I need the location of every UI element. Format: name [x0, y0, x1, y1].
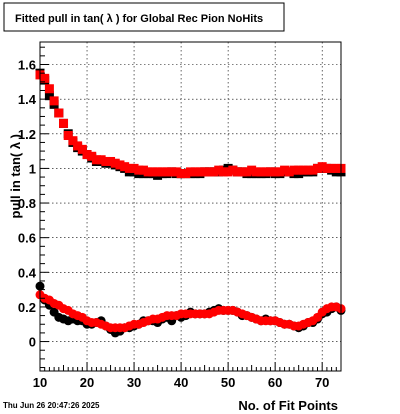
data-point	[228, 165, 238, 175]
data-point	[87, 151, 97, 161]
data-point	[129, 163, 139, 173]
data-point	[294, 165, 304, 175]
data-point	[40, 73, 50, 83]
y-tick-label: 1.2	[18, 127, 36, 142]
data-point	[143, 167, 153, 177]
data-point	[59, 118, 69, 128]
y-tick-label: 0.8	[18, 196, 36, 211]
data-point	[204, 167, 214, 177]
data-point	[186, 167, 195, 177]
chart-title: Fitted pull in tan( λ ) for Global Rec P…	[15, 13, 263, 25]
data-point	[223, 167, 233, 177]
data-point	[101, 156, 111, 166]
data-point	[237, 167, 247, 177]
data-point	[284, 167, 294, 177]
y-tick-label: 0.4	[18, 265, 37, 280]
data-point	[233, 167, 243, 177]
data-point	[256, 167, 266, 177]
y-axis-title: pull in tan( λ )	[8, 134, 23, 219]
data-point	[298, 165, 308, 175]
data-point	[106, 156, 116, 166]
data-point	[124, 163, 134, 173]
y-tick-label: 1	[29, 161, 36, 176]
data-point	[44, 84, 54, 94]
series-3	[35, 290, 346, 333]
y-tick-label: 1.4	[18, 92, 37, 107]
data-point	[63, 131, 73, 141]
y-tick-label: 0	[29, 335, 36, 350]
data-point	[110, 158, 120, 168]
data-point	[153, 167, 163, 177]
x-tick-label: 50	[221, 375, 235, 390]
data-point	[181, 169, 191, 179]
data-point	[167, 167, 177, 177]
x-tick-label: 10	[33, 375, 47, 390]
data-point	[322, 163, 332, 173]
x-tick-label: 20	[80, 375, 94, 390]
axis-ticks: 10 20 30 40 50 60 70 0 0.2 0.4 0.6 0.8 1 1.2 1.4 1.6	[18, 46, 342, 390]
data-point	[77, 144, 87, 154]
data-point	[214, 165, 224, 175]
data-point	[200, 167, 210, 177]
data-point	[317, 162, 327, 172]
x-tick-label: 30	[127, 375, 141, 390]
data-point	[176, 169, 186, 179]
x-tick-label: 70	[315, 375, 329, 390]
y-tick-label: 0.6	[18, 231, 36, 246]
data-point	[82, 150, 92, 160]
date-stamp: Thu Jun 26 20:47:26 2025	[3, 401, 100, 410]
data-point	[49, 96, 59, 106]
series-0	[35, 68, 346, 180]
data-point	[73, 141, 83, 151]
data-point	[68, 136, 78, 146]
data-point	[134, 165, 144, 175]
data-point	[270, 167, 280, 177]
title-box	[3, 2, 285, 32]
data-point	[331, 163, 341, 173]
data-point	[312, 163, 322, 173]
data-point	[195, 167, 205, 177]
data-point	[280, 165, 290, 175]
data-points	[35, 68, 346, 338]
data-point	[303, 165, 313, 175]
data-point	[171, 167, 181, 177]
y-tick-label: 0.2	[18, 300, 36, 315]
data-point	[308, 165, 318, 175]
data-point	[289, 165, 299, 175]
y-tick-label: 1.6	[18, 58, 36, 73]
data-point	[247, 165, 257, 175]
data-point	[190, 167, 200, 177]
data-point	[96, 155, 106, 165]
data-point	[242, 167, 252, 177]
data-point	[54, 108, 64, 118]
data-point	[91, 155, 101, 165]
data-point	[162, 167, 172, 177]
data-point	[157, 167, 167, 177]
data-point	[261, 167, 271, 177]
data-point	[218, 167, 228, 177]
data-point	[115, 160, 125, 170]
data-point	[148, 167, 158, 177]
series-1	[35, 70, 346, 179]
data-point	[209, 167, 219, 177]
data-point	[138, 165, 148, 175]
data-point	[327, 163, 337, 173]
data-point	[120, 162, 130, 172]
x-axis-title: No. of Fit Points	[238, 398, 338, 413]
x-tick-label: 40	[174, 375, 188, 390]
data-point	[275, 167, 285, 177]
x-tick-label: 60	[268, 375, 282, 390]
data-point	[44, 91, 54, 101]
data-point	[265, 167, 275, 177]
data-point	[251, 167, 261, 177]
